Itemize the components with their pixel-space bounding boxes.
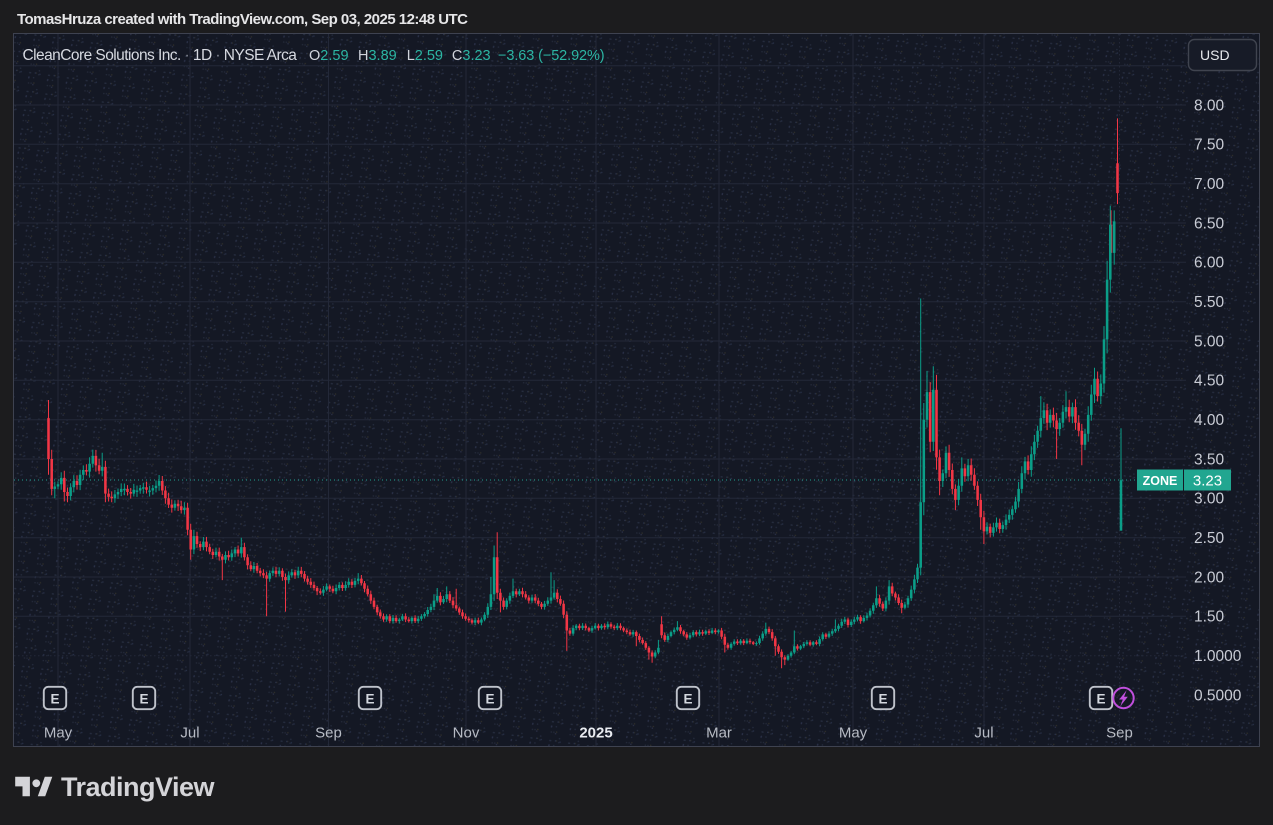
svg-text:2.00: 2.00 — [1194, 569, 1225, 586]
svg-text:5.00: 5.00 — [1194, 333, 1225, 350]
svg-text:USD: USD — [1200, 47, 1230, 63]
svg-text:ZONE: ZONE — [1143, 474, 1178, 488]
svg-text:4.50: 4.50 — [1194, 373, 1225, 390]
svg-text:7.00: 7.00 — [1194, 176, 1225, 193]
svg-text:TradingView: TradingView — [61, 772, 216, 802]
svg-text:2025: 2025 — [579, 725, 612, 742]
svg-text:8.00: 8.00 — [1194, 97, 1225, 114]
svg-text:2.50: 2.50 — [1194, 530, 1225, 547]
svg-text:May: May — [44, 725, 73, 742]
svg-text:E: E — [485, 692, 494, 707]
svg-text:Mar: Mar — [706, 725, 732, 742]
svg-text:6.00: 6.00 — [1194, 255, 1225, 272]
svg-text:Sep: Sep — [1106, 725, 1133, 742]
svg-text:E: E — [1096, 692, 1105, 707]
svg-text:May: May — [839, 725, 868, 742]
svg-text:0.5000: 0.5000 — [1194, 687, 1242, 704]
svg-text:E: E — [683, 692, 692, 707]
svg-text:3.00: 3.00 — [1194, 491, 1225, 508]
svg-text:Nov: Nov — [453, 725, 480, 742]
svg-text:4.00: 4.00 — [1194, 412, 1225, 429]
svg-text:6.50: 6.50 — [1194, 215, 1225, 232]
svg-text:1.0000: 1.0000 — [1194, 648, 1242, 665]
svg-text:TomasHruza created with Tradin: TomasHruza created with TradingView.com,… — [17, 11, 468, 28]
svg-text:3.23: 3.23 — [1193, 473, 1222, 490]
svg-text:Jul: Jul — [974, 725, 993, 742]
svg-text:3.50: 3.50 — [1194, 451, 1225, 468]
svg-text:Sep: Sep — [315, 725, 342, 742]
svg-text:CleanCore Solutions Inc. · 1D: CleanCore Solutions Inc. · 1D · NYSE Arc… — [23, 47, 298, 64]
svg-text:E: E — [878, 692, 887, 707]
svg-text:E: E — [139, 692, 148, 707]
svg-text:Jul: Jul — [180, 725, 199, 742]
svg-text:E: E — [365, 692, 374, 707]
svg-text:E: E — [50, 692, 59, 707]
svg-text:5.50: 5.50 — [1194, 294, 1225, 311]
svg-text:1.50: 1.50 — [1194, 609, 1225, 626]
svg-text:7.50: 7.50 — [1194, 137, 1225, 154]
